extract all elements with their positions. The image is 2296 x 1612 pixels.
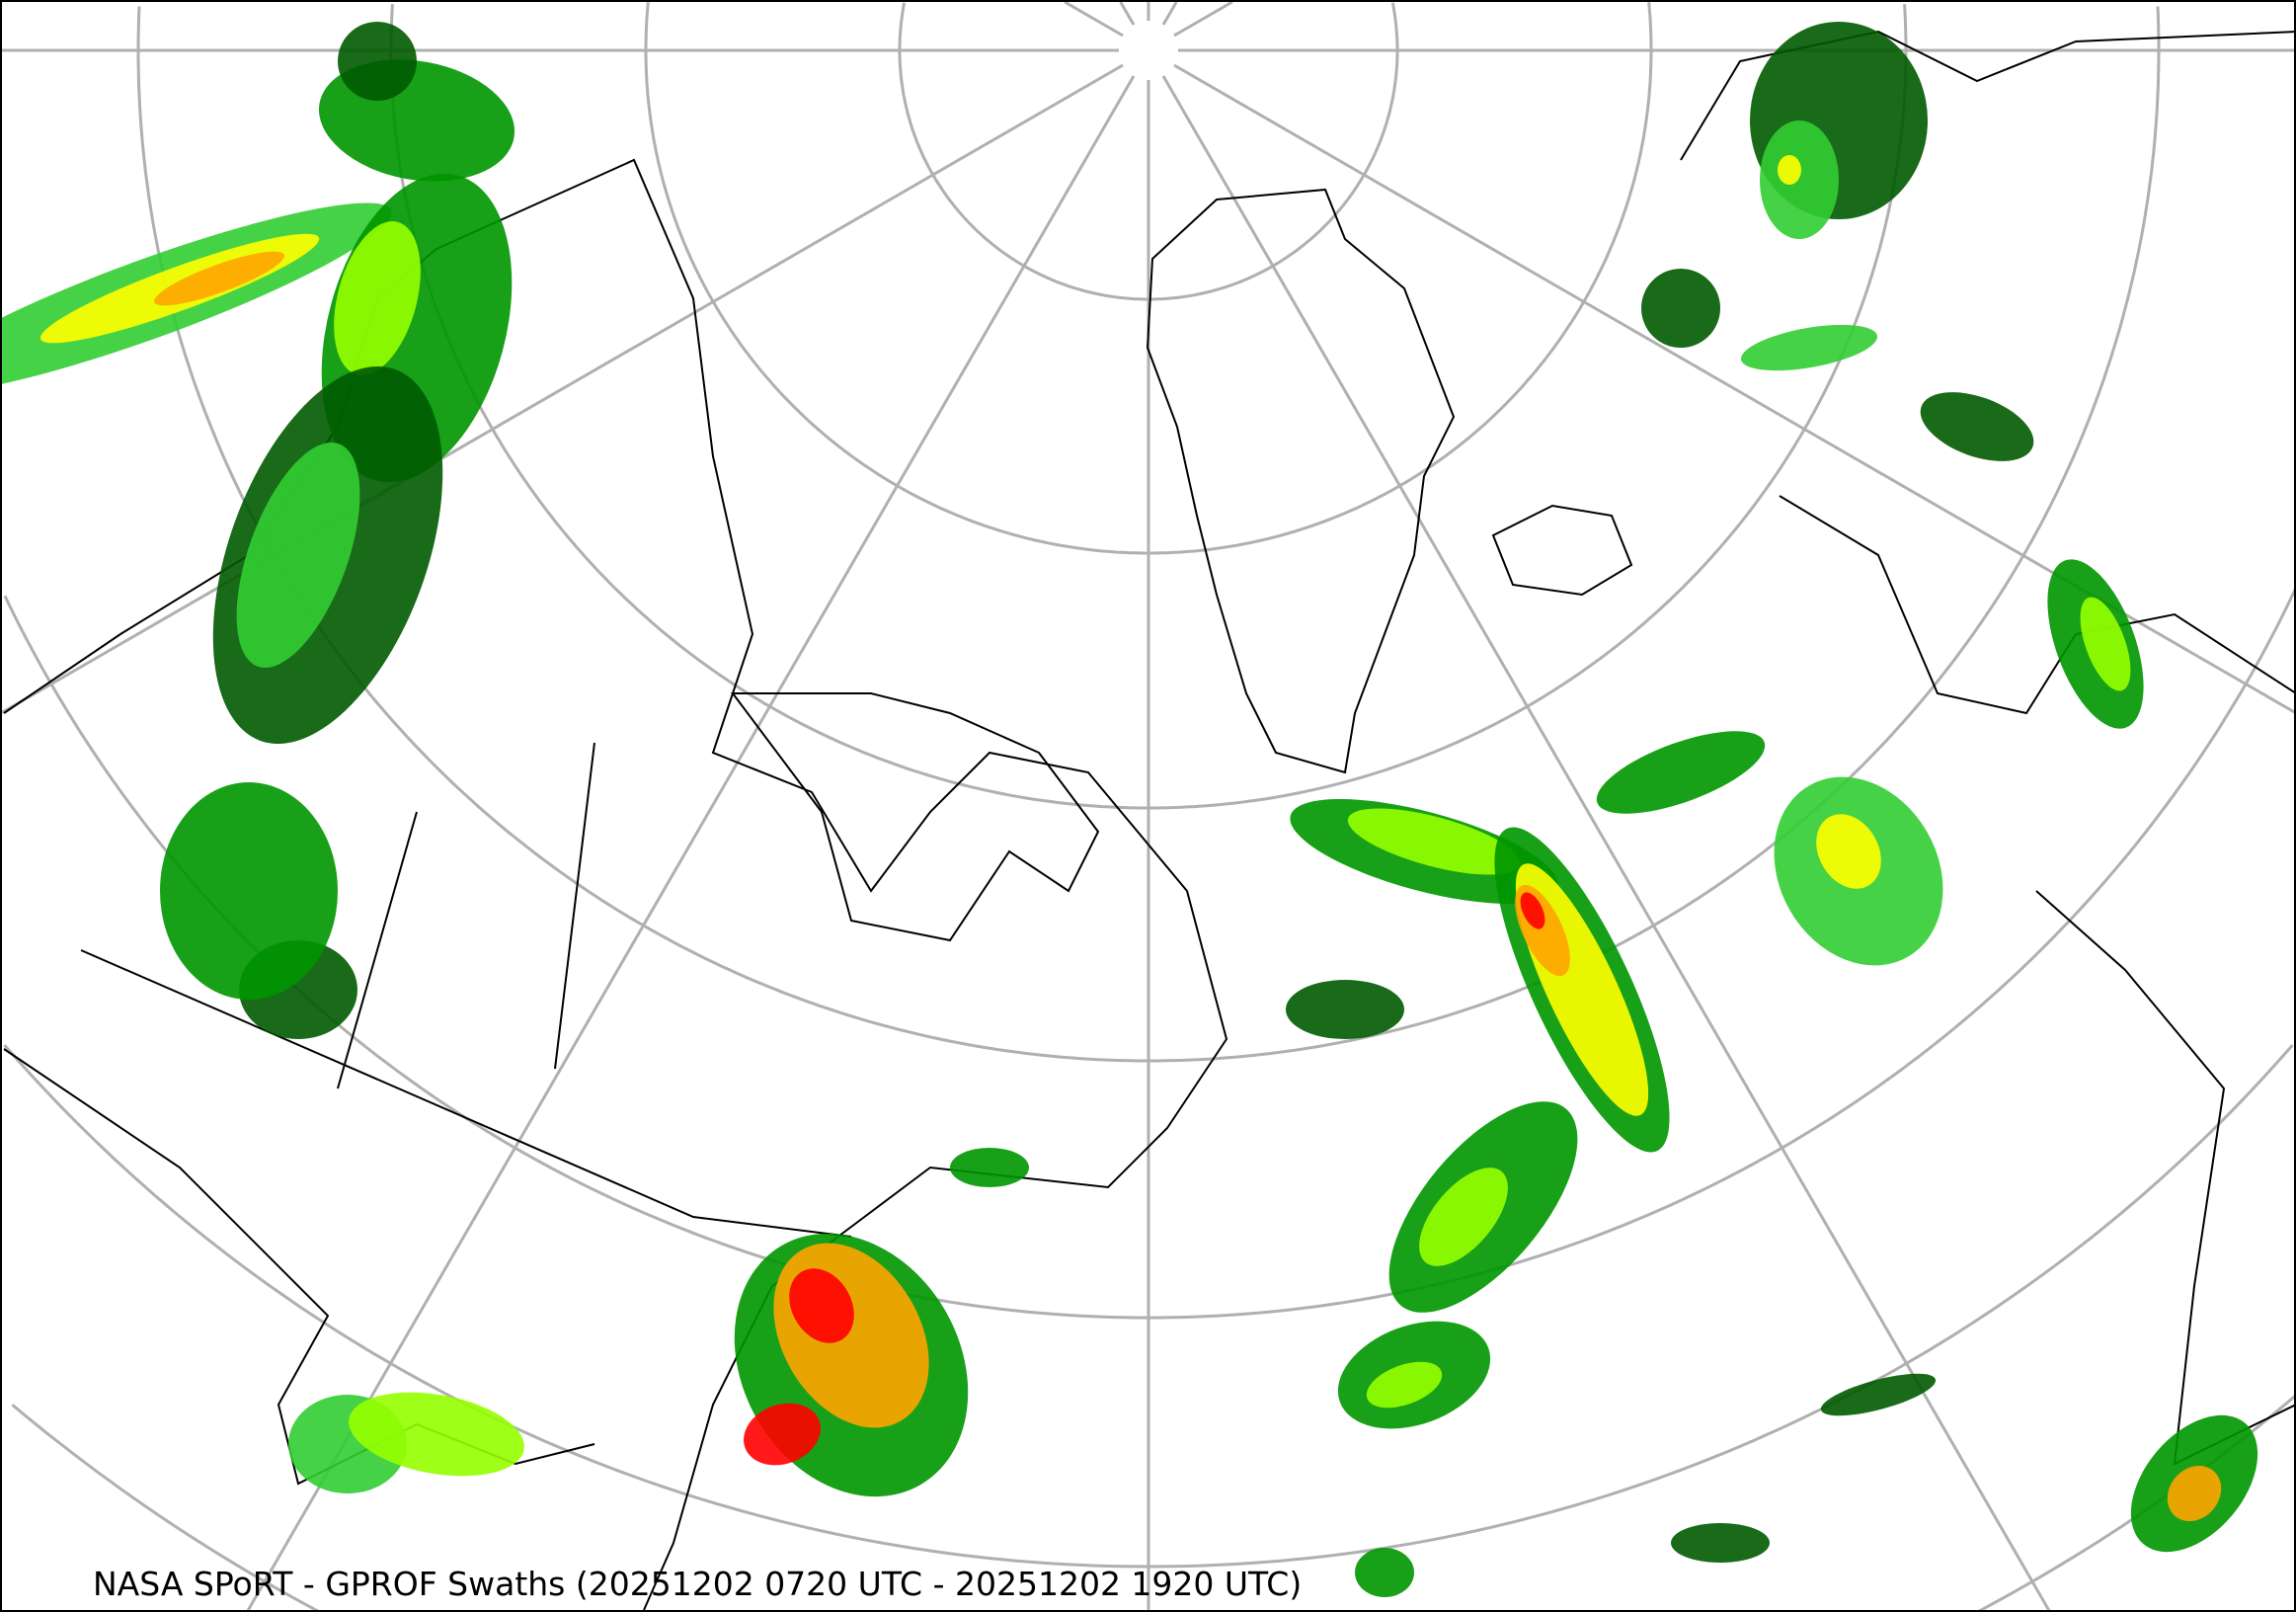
europe-outline (1680, 30, 2294, 1466)
precip-area (1286, 980, 1404, 1039)
precip-area (1355, 1548, 1414, 1597)
precip-area (236, 442, 360, 669)
precip-area (2167, 1465, 2222, 1522)
map-caption: NASA SPoRT - GPROF Swaths (20251202 0720… (93, 1565, 1303, 1603)
precip-area (1671, 1523, 1770, 1563)
precip-area (1520, 892, 1545, 929)
precip-area (349, 1392, 524, 1477)
precip-area (789, 1268, 854, 1343)
precip-area (1347, 808, 1521, 875)
meridian-line (2, 63, 1124, 714)
precip-area (1596, 731, 1766, 814)
precip-area (160, 782, 338, 1000)
precip-area (1740, 324, 1878, 371)
meridian-line (1173, 2, 1233, 38)
precip-area (334, 221, 421, 375)
precip-area (2080, 597, 2131, 691)
meridian-line (246, 75, 1136, 1610)
precip-area (1920, 392, 2034, 461)
meridian-line (1119, 2, 1136, 26)
precip-area (744, 1403, 821, 1466)
latitude-circle (644, 2, 1653, 555)
precip-area (1778, 155, 1801, 185)
precip-area (1419, 1168, 1508, 1266)
precip-area (1366, 1361, 1443, 1409)
us-border (80, 742, 852, 1238)
precip-area (1816, 814, 1881, 889)
iceland-outline (1491, 504, 1633, 597)
precip-area (1641, 269, 1720, 348)
precip-area (154, 251, 284, 306)
meridian-line (1161, 2, 1178, 26)
precip-area (950, 1148, 1029, 1187)
latitude-circle (898, 2, 1399, 301)
meridian-line (1161, 75, 2051, 1610)
hudson-bay-outline (731, 692, 1100, 942)
meridian-line (1173, 63, 2294, 714)
precipitation-swaths (2, 22, 2258, 1597)
meridian-line (1064, 2, 1124, 38)
greenland-outline (1146, 188, 1456, 774)
precip-area (1760, 121, 1839, 239)
precip-area (338, 22, 417, 101)
precip-area (1820, 1373, 1937, 1416)
